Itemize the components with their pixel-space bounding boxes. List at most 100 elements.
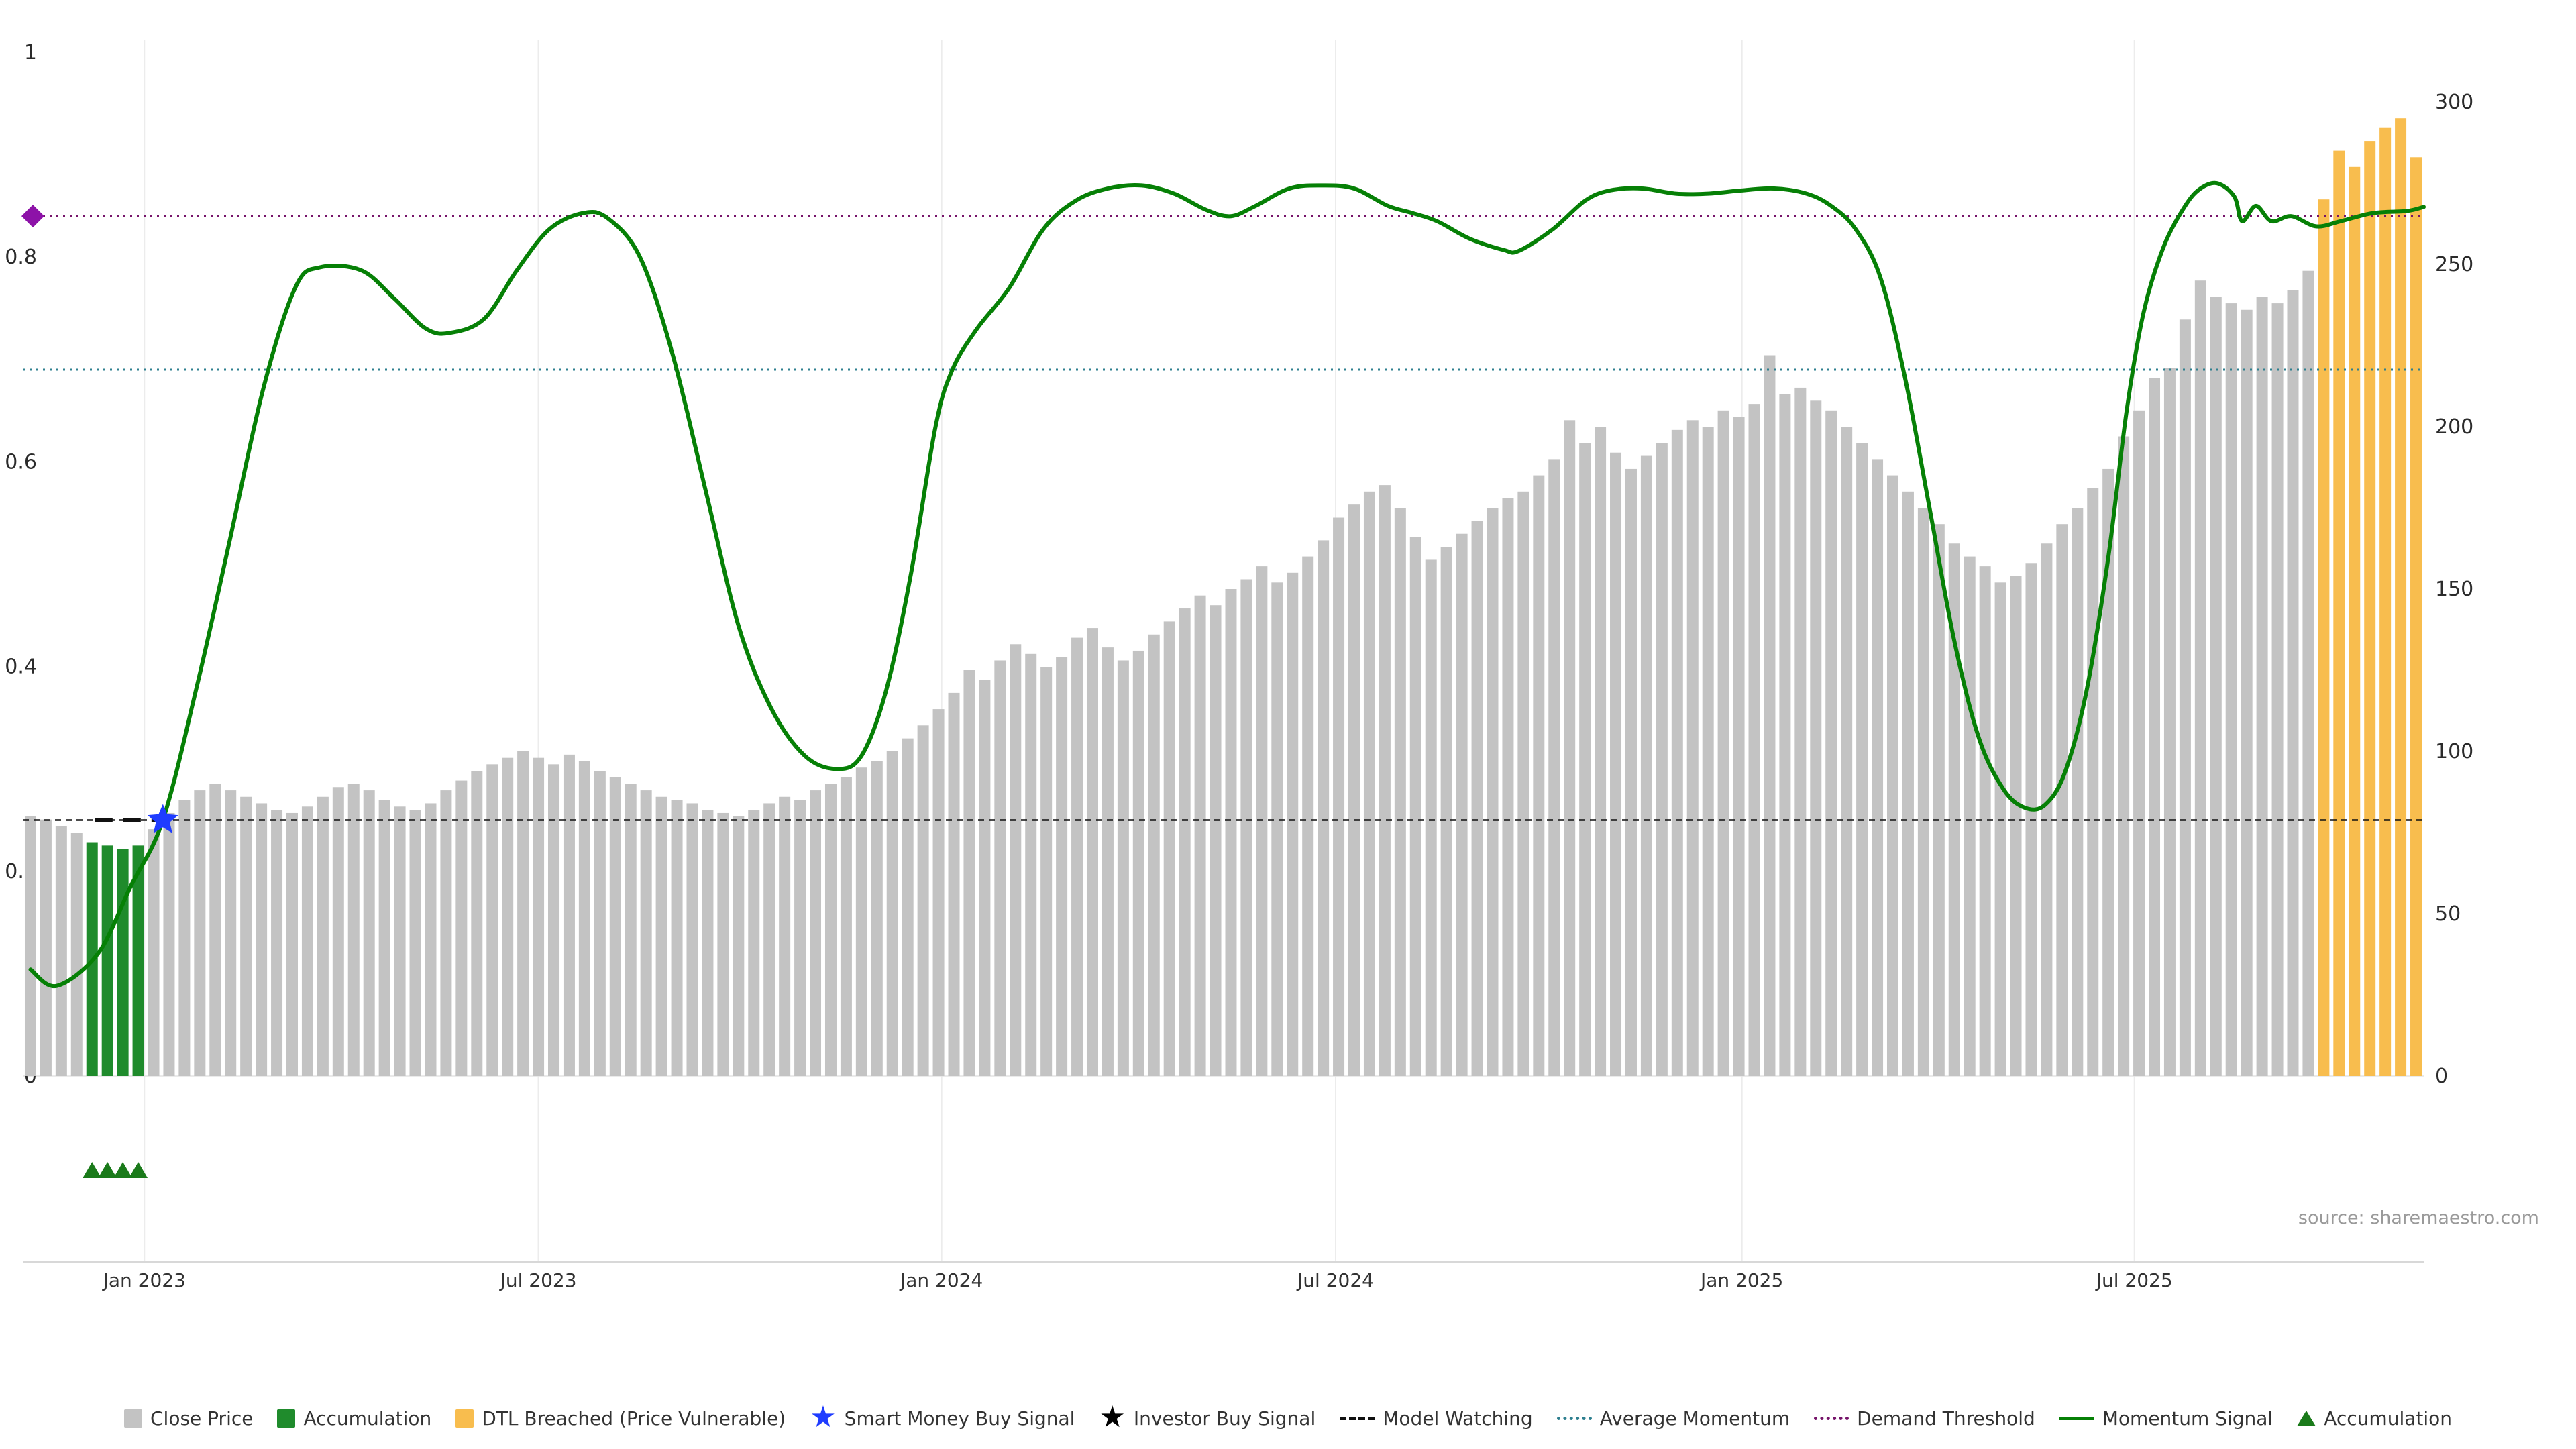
left-axis-tick-label: 0.6 — [5, 450, 37, 474]
close-price-bar — [1287, 572, 1299, 1076]
legend-label-demand-threshold: Demand Threshold — [1857, 1407, 2035, 1430]
legend-label-momentum-signal: Momentum Signal — [2102, 1407, 2273, 1430]
close-price-bar — [1564, 420, 1576, 1076]
accumulation-bar — [132, 845, 144, 1076]
close-price-bar — [733, 816, 745, 1076]
legend-item-average-momentum-6[interactable]: Average Momentum — [1556, 1407, 1790, 1430]
close-price-bar — [1779, 394, 1791, 1076]
legend-item-investor-buy-signal-4[interactable]: ★ Investor Buy Signal — [1099, 1402, 1316, 1432]
close-price-bar — [810, 790, 822, 1076]
accumulation-swatch-icon — [277, 1409, 296, 1428]
close-price-bar — [625, 784, 637, 1076]
close-price-bar — [1302, 556, 1314, 1076]
close-price-bar — [533, 757, 545, 1076]
close-price-bar — [1409, 537, 1421, 1076]
legend-label-average-momentum: Average Momentum — [1599, 1407, 1790, 1430]
close-price-bar — [1363, 491, 1375, 1076]
close-price-bar — [55, 826, 67, 1076]
momentum-signal-line-icon — [2059, 1417, 2094, 1420]
left-axis-tick-label: 0.8 — [5, 246, 37, 269]
close-price-bar — [378, 800, 390, 1076]
close-price-bar — [256, 803, 268, 1076]
close-price-bar — [2133, 410, 2145, 1076]
legend-item-accumulation-1[interactable]: Accumulation — [277, 1407, 431, 1430]
close-price-bar — [1025, 653, 1037, 1076]
close-price-bar — [1902, 491, 1914, 1076]
legend-item-close-price-0[interactable]: Close Price — [123, 1407, 253, 1430]
close-price-bar — [1348, 504, 1360, 1076]
close-price-bar — [502, 757, 514, 1076]
close-price-bar — [1086, 628, 1098, 1076]
close-price-bar — [194, 790, 206, 1076]
close-price-bar — [2056, 524, 2068, 1076]
legend-label-smart-money-buy-signal: Smart Money Buy Signal — [844, 1407, 1075, 1430]
legend-item-accumulation-9[interactable]: Accumulation — [2297, 1407, 2452, 1430]
close-price-bar — [2179, 319, 2191, 1076]
close-price-bar — [517, 751, 529, 1076]
close-price-bar — [1502, 498, 1514, 1076]
close-price-bar — [471, 771, 483, 1076]
close-price-bar — [702, 810, 714, 1076]
close-price-bar — [979, 680, 991, 1076]
close-price-bar — [1394, 508, 1406, 1076]
average-momentum-dotted-line-icon — [1556, 1417, 1592, 1420]
close-price-bar — [1595, 427, 1607, 1076]
close-price-swatch-icon — [123, 1409, 142, 1428]
close-price-bar — [70, 833, 83, 1076]
close-price-bar — [1487, 508, 1499, 1076]
close-price-bar — [1517, 491, 1529, 1076]
close-price-bar — [1733, 417, 1745, 1076]
close-price-bar — [902, 738, 914, 1076]
close-price-bar — [240, 796, 252, 1076]
close-price-bar — [1610, 452, 1622, 1076]
close-price-bar — [317, 796, 329, 1076]
close-price-bar — [640, 790, 652, 1076]
close-price-bar — [2256, 297, 2268, 1076]
left-axis-tick-label: 0.4 — [5, 655, 37, 679]
close-price-bar — [363, 790, 375, 1076]
close-price-bar — [440, 790, 452, 1076]
source-attribution: source: sharemaestro.com — [2298, 1208, 2539, 1228]
smart-money-buy-signal-star-icon — [147, 804, 178, 833]
legend-item-demand-threshold-7[interactable]: Demand Threshold — [1814, 1407, 2035, 1430]
close-price-bar — [1225, 589, 1237, 1076]
close-price-bar — [1886, 475, 1898, 1076]
close-price-bar — [963, 670, 975, 1076]
close-price-bar — [824, 784, 837, 1076]
close-price-bar — [779, 796, 791, 1076]
accumulation-bar — [117, 849, 129, 1076]
dtl-breached-bar — [2364, 141, 2376, 1077]
close-price-bar — [2163, 368, 2176, 1076]
close-price-bar — [1856, 443, 1868, 1076]
close-price-bar — [1825, 410, 1837, 1076]
close-price-bar — [1056, 657, 1068, 1076]
accumulation-triangle-icon — [129, 1162, 148, 1178]
close-price-bar — [717, 812, 729, 1076]
close-price-bar — [1102, 647, 1114, 1076]
legend-item-model-watching-5[interactable]: Model Watching — [1340, 1407, 1533, 1430]
close-price-bar — [1132, 650, 1144, 1076]
close-price-bar — [286, 812, 298, 1076]
close-price-bar — [2225, 303, 2237, 1077]
close-price-bar — [686, 803, 698, 1076]
legend-item-momentum-signal-8[interactable]: Momentum Signal — [2059, 1407, 2273, 1430]
right-axis-tick-label: 250 — [2435, 253, 2473, 276]
close-price-bar — [1040, 667, 1053, 1076]
dtl-breached-bar — [2318, 199, 2330, 1077]
close-price-bar — [917, 725, 929, 1076]
accumulation-triangle-icon — [113, 1162, 133, 1178]
close-price-bar — [1456, 533, 1468, 1076]
close-price-bar — [1533, 475, 1545, 1076]
left-axis-tick-label: 1 — [24, 41, 37, 64]
legend-label-accumulation: Accumulation — [303, 1407, 432, 1430]
momentum-signal-line — [28, 180, 2426, 988]
close-price-bar — [594, 771, 606, 1076]
legend-item-smart-money-buy-signal-3[interactable]: ★ Smart Money Buy Signal — [810, 1402, 1075, 1432]
legend-label-dtl-breached-price-vulnerable: DTL Breached (Price Vulnerable) — [482, 1407, 786, 1430]
legend-item-dtl-breached-price-vulnerable-2[interactable]: DTL Breached (Price Vulnerable) — [455, 1407, 786, 1430]
x-axis-tick-label: Jul 2025 — [2095, 1269, 2173, 1291]
close-price-bar — [163, 812, 175, 1076]
close-price-bar — [1717, 410, 1729, 1076]
close-price-bar — [1194, 595, 1206, 1076]
close-price-bar — [1994, 582, 2006, 1076]
